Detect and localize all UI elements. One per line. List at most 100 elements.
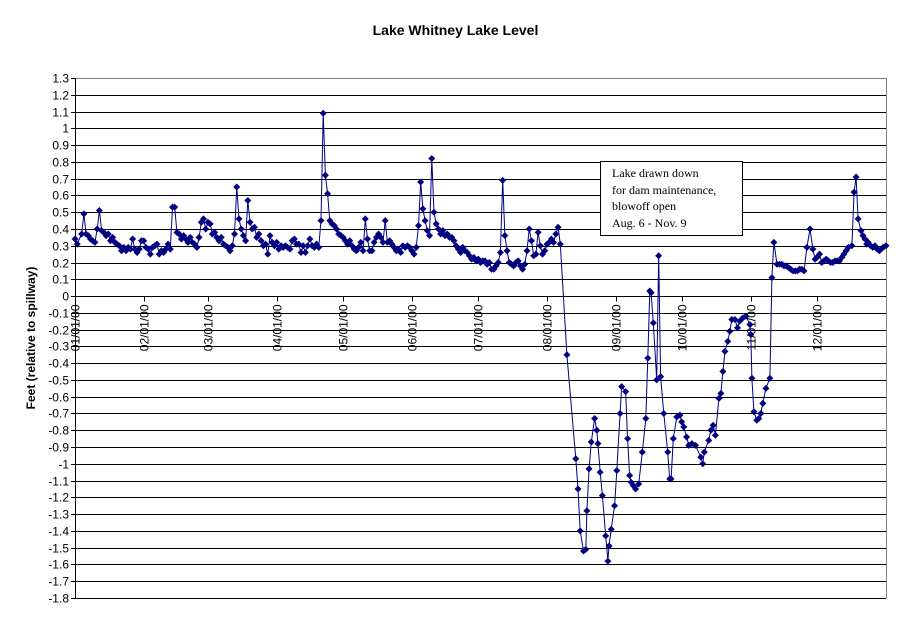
y-tick-label: -0.6 [48, 391, 69, 405]
data-point-marker [304, 242, 312, 250]
data-point-marker [359, 247, 367, 255]
y-tick-label: 0.9 [52, 139, 69, 153]
data-point-marker [290, 235, 298, 243]
data-point-marker [195, 233, 203, 241]
data-point-marker [315, 243, 323, 251]
data-point-marker [711, 431, 719, 439]
y-tick-label: 1 [62, 122, 69, 136]
x-tick-label: 07/01/00 [472, 304, 486, 351]
data-point-marker [664, 448, 672, 456]
data-point-marker [707, 426, 715, 434]
data-point-marker [762, 384, 770, 392]
data-point-marker [660, 409, 668, 417]
data-point-marker [683, 433, 691, 441]
data-point-marker [678, 418, 686, 426]
data-point-marker [585, 465, 593, 473]
data-point-marker [239, 232, 247, 240]
y-tick-label: 0.3 [52, 240, 69, 254]
data-point-marker [450, 237, 458, 245]
data-point-marker [324, 190, 332, 198]
data-point-marker [649, 319, 657, 327]
data-point-marker [583, 507, 591, 515]
data-point-marker [200, 215, 208, 223]
data-point-marker [800, 267, 808, 275]
data-point-marker [501, 232, 509, 240]
x-tick-label: 10/01/00 [676, 304, 690, 351]
data-point-marker [747, 331, 755, 339]
y-tick-label: 0.8 [52, 156, 69, 170]
data-point-marker [494, 259, 502, 267]
data-point-marker [379, 238, 387, 246]
x-tick-label: 05/01/00 [337, 304, 351, 351]
data-point-marker [618, 383, 626, 391]
data-point-marker [563, 351, 571, 359]
data-point-marker [642, 415, 650, 423]
data-point-marker [211, 228, 219, 236]
data-point-marker [417, 178, 425, 186]
data-point-marker [635, 480, 643, 488]
data-point-marker [410, 250, 418, 258]
x-tick-label: 06/01/00 [406, 304, 420, 351]
x-tick-label: 03/01/00 [202, 304, 216, 351]
data-point-marker [715, 394, 723, 402]
data-point-marker [552, 230, 560, 238]
data-point-marker [576, 527, 584, 535]
data-point-marker [572, 455, 580, 463]
y-tick-label: 1.3 [52, 72, 69, 86]
data-point-marker [721, 347, 729, 355]
data-point-marker [164, 240, 172, 248]
data-point-marker [593, 426, 601, 434]
data-point-marker [809, 245, 817, 253]
y-tick-label: -0.7 [48, 407, 69, 421]
data-point-marker [525, 225, 533, 233]
data-point-marker [598, 492, 606, 500]
data-point-marker [299, 242, 307, 250]
y-tick-label: 0.1 [52, 273, 69, 287]
data-point-marker [332, 225, 340, 233]
data-point-marker [301, 248, 309, 256]
y-tick-label: -1.5 [48, 542, 69, 556]
data-point-marker [724, 337, 732, 345]
data-point-marker [532, 250, 540, 258]
y-tick-label: -0.8 [48, 424, 69, 438]
data-point-marker [519, 265, 527, 273]
y-tick-label: 0.4 [52, 223, 69, 237]
data-point-marker [699, 460, 707, 468]
data-point-marker [746, 321, 754, 329]
data-point-marker [363, 235, 371, 243]
y-tick-label: 0.7 [52, 173, 69, 187]
annotation-line: blowoff open [612, 199, 677, 214]
data-point-marker [676, 411, 684, 419]
data-point-marker [882, 242, 890, 250]
data-point-marker [611, 502, 619, 510]
data-point-marker [669, 435, 677, 443]
data-point-marker [613, 467, 621, 475]
y-tick-label: 0.5 [52, 206, 69, 220]
data-point-marker [667, 475, 675, 483]
data-point-marker [803, 243, 811, 251]
data-point-marker [655, 252, 663, 260]
data-point-marker [257, 237, 265, 245]
data-point-marker [246, 218, 254, 226]
y-tick-label: -0.9 [48, 441, 69, 455]
data-point-marker [242, 237, 250, 245]
data-point-marker [162, 245, 170, 253]
data-point-marker [709, 421, 717, 429]
data-point-marker [95, 207, 103, 215]
data-point-marker [680, 423, 688, 431]
y-tick-label: -1.8 [48, 592, 69, 606]
data-point-marker [71, 235, 79, 243]
data-point-marker [653, 376, 661, 384]
data-point-marker [202, 225, 210, 233]
y-tick-label: -1.3 [48, 508, 69, 522]
data-point-marker [521, 260, 529, 268]
data-point-marker [541, 247, 549, 255]
data-point-marker [370, 238, 378, 246]
y-tick-label: -0.1 [48, 307, 69, 321]
annotation-line: Aug. 6 - Nov. 9 [612, 216, 687, 231]
y-tick-label: -1.6 [48, 558, 69, 572]
data-point-marker [397, 248, 405, 256]
data-point-marker [582, 545, 590, 553]
data-point-marker [700, 448, 708, 456]
data-point-marker [594, 440, 602, 448]
